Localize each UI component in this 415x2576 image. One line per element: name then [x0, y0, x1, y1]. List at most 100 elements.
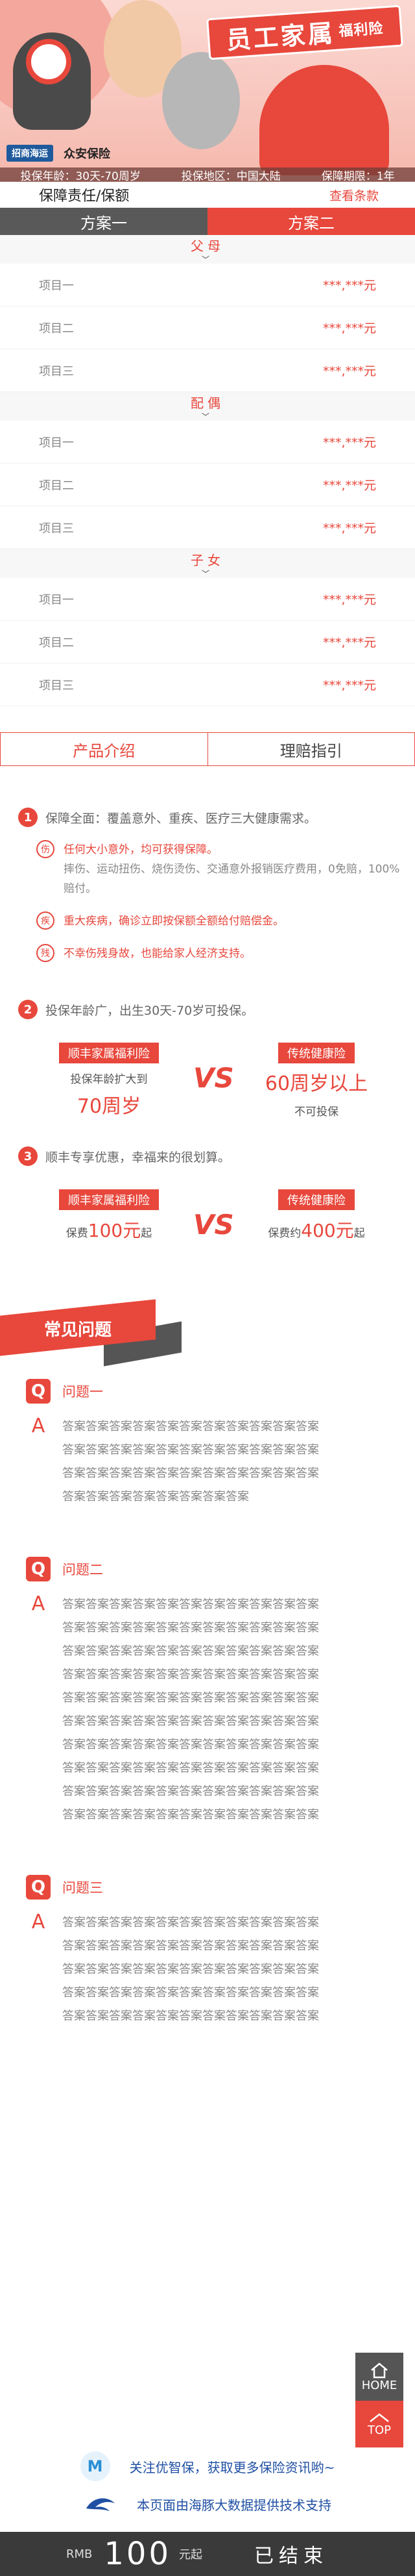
- disability-icon: 残: [36, 944, 54, 962]
- list-item: 项目三 ***,***元: [0, 349, 415, 392]
- answer-line: 答案答案答案答案答案答案答案答案答案答案答案: [62, 1986, 319, 2000]
- compare-left: 顺丰家属福利险 保费100元起: [44, 1189, 174, 1243]
- home-button[interactable]: HOME: [355, 2353, 403, 2401]
- tab-plan-two[interactable]: 方案二: [208, 208, 415, 235]
- coverage-label: 保障责任/保额: [39, 188, 130, 204]
- currency-label: RMB: [66, 2547, 93, 2561]
- footer-powered: 本页面由海豚大数据提供技术支持: [0, 2494, 415, 2514]
- chevron-down-icon: ﹀: [201, 412, 213, 421]
- hero-title-sub: 福利险: [338, 20, 385, 40]
- faq-banner: 常见问题: [0, 1299, 182, 1367]
- item-name: 项目一: [39, 593, 74, 607]
- list-item: 项目二 ***,***元: [0, 621, 415, 663]
- price-bar: RMB 100 元起 已结束: [0, 2532, 415, 2576]
- item-amount: ***,***元: [322, 279, 376, 293]
- footer-follow[interactable]: M 关注优智保，获取更多保险资讯哟~: [0, 2451, 415, 2481]
- answer-icon: A: [31, 1415, 45, 1437]
- answer-line: 答案答案答案答案答案答案答案答案答案答案答案: [62, 1598, 319, 1611]
- answer-row: A 答案答案答案答案答案答案答案答案答案答案答案 答案答案答案答案答案答案答案答…: [26, 1415, 389, 1509]
- group-parents-title: 父母: [191, 238, 224, 254]
- group-children-title: 子女: [191, 552, 224, 568]
- vs-mark: VS: [193, 1062, 234, 1094]
- partner-logos: 招商海运 众安保险: [0, 144, 415, 162]
- item-amount: ***,***元: [322, 436, 376, 450]
- item-amount: ***,***元: [322, 636, 376, 650]
- powered-text: 本页面由海豚大数据提供技术支持: [137, 2497, 331, 2513]
- feature-2-title: 2 投保年龄广，出生30天-70岁可投保。: [18, 1000, 402, 1019]
- answer-line: 答案答案答案答案答案答案答案答案答案答案答案: [62, 1785, 319, 1798]
- price-value: 400元: [301, 1220, 354, 1241]
- sale-status[interactable]: 已结束: [254, 2545, 329, 2568]
- item-name: 项目二: [39, 636, 74, 650]
- tab-product-intro[interactable]: 产品介绍: [1, 733, 208, 765]
- compare-right: 传统健康险 保费约400元起: [252, 1189, 381, 1243]
- question-row[interactable]: Q 问题一: [26, 1379, 389, 1404]
- answer-row: A 答案答案答案答案答案答案答案答案答案答案答案 答案答案答案答案答案答案答案答…: [26, 1911, 389, 2028]
- answer-line: 答案答案答案答案答案答案答案答案答案答案答案: [62, 1668, 319, 1681]
- price-prefix: 保费: [65, 1227, 88, 1240]
- feature-sub-item: 伤 任何大小意外，均可获得保障。 摔伤、运动扭伤、烧伤烫伤、交通意外报销医疗费用…: [36, 840, 402, 898]
- back-to-top-button[interactable]: TOP: [355, 2401, 403, 2447]
- item-name: 项目二: [39, 321, 74, 336]
- feature-sub-headline: 任何大小意外，均可获得保障。: [64, 843, 218, 856]
- product-tabs: 产品介绍 理赔指引: [0, 732, 415, 766]
- answer-line: 答案答案答案答案答案答案答案答案答案答案答案: [62, 1644, 319, 1658]
- youzhibao-logo-icon: M: [80, 2451, 110, 2481]
- hero-banner: 员工家属 福利险 招商海运 众安保险 投保年龄：30天-70周岁 投保地区：中国…: [0, 0, 415, 182]
- compare-left-price: 保费100元起: [44, 1217, 174, 1243]
- info-region: 投保地区：中国大陆: [181, 169, 281, 182]
- logo-partner: 招商海运: [6, 145, 53, 162]
- item-amount: ***,***元: [322, 593, 376, 607]
- answer-line: 答案答案答案答案答案答案答案答案答案答案答案: [62, 1443, 319, 1457]
- price-suffix: 起: [353, 1227, 365, 1240]
- item-name: 项目三: [39, 521, 74, 536]
- list-item: 项目一 ***,***元: [0, 264, 415, 306]
- hero-title: 员工家属 福利险: [206, 5, 403, 60]
- info-period: 保障期限：1年: [321, 169, 395, 182]
- question-title: 问题三: [62, 1880, 103, 1896]
- answer-icon: A: [31, 1911, 45, 1933]
- item-name: 项目三: [39, 678, 74, 693]
- chevron-down-icon: ﹀: [201, 254, 213, 264]
- sf-cap-logo-icon: [26, 39, 71, 84]
- answer-line: 答案答案答案答案答案答案答案答案答案答案答案: [62, 1963, 319, 1976]
- question-icon: Q: [26, 1557, 51, 1581]
- answer-line: 答案答案答案答案答案答案答案答案答案答案答案: [62, 1691, 319, 1705]
- home-label: HOME: [361, 2378, 397, 2392]
- feature-sub-headline: 不幸伤残身故，也能给家人经济支持。: [64, 947, 251, 960]
- number-badge: 3: [18, 1146, 38, 1166]
- hero-title-text: 员工家属: [225, 18, 337, 55]
- tab-claims-guide[interactable]: 理赔指引: [279, 741, 342, 760]
- group-parents-header[interactable]: 父母 ﹀: [0, 235, 415, 264]
- number-badge: 2: [18, 1000, 38, 1019]
- price-value: 100元: [88, 1220, 141, 1241]
- list-item: 项目一 ***,***元: [0, 578, 415, 621]
- faq-item: Q 问题二 A 答案答案答案答案答案答案答案答案答案答案答案 答案答案答案答案答…: [0, 1557, 415, 1827]
- group-spouse-header[interactable]: 配偶 ﹀: [0, 392, 415, 421]
- group-children-header[interactable]: 子女 ﹀: [0, 549, 415, 578]
- accident-icon: 伤: [36, 840, 54, 858]
- faq-item: Q 问题三 A 答案答案答案答案答案答案答案答案答案答案答案 答案答案答案答案答…: [0, 1875, 415, 2028]
- compare-left-value: 70周岁: [77, 1095, 141, 1118]
- compare-left-line: 投保年龄扩大到: [70, 1073, 148, 1086]
- answer-line: 答案答案答案答案答案答案答案答案答案答案答案: [62, 1420, 319, 1433]
- feature-sub-item: 残 不幸伤残身故，也能给家人经济支持。: [36, 944, 402, 963]
- figure-courier-illustration: [259, 65, 389, 175]
- item-name: 项目一: [39, 279, 74, 293]
- question-row[interactable]: Q 问题三: [26, 1875, 389, 1900]
- question-row[interactable]: Q 问题二: [26, 1557, 389, 1581]
- terms-row: 保障责任/保额 查看条款: [0, 182, 415, 208]
- view-terms-link[interactable]: 查看条款: [329, 188, 379, 203]
- feature-2-text: 投保年龄广，出生30天-70岁可投保。: [45, 1003, 254, 1018]
- feature-sub-detail: 摔伤、运动扭伤、烧伤烫伤、交通意外报销医疗费用，0免赔，100%赔付。: [64, 863, 400, 895]
- product-features: 1 保障全面：覆盖意外、重疾、医疗三大健康需求。 伤 任何大小意外，均可获得保障…: [0, 766, 415, 1248]
- question-title: 问题二: [62, 1562, 103, 1578]
- item-amount: ***,***元: [322, 321, 376, 336]
- tab-plan-one[interactable]: 方案一: [0, 208, 208, 235]
- answer-line: 答案答案答案答案答案答案答案答案答案答案答案: [62, 1621, 319, 1635]
- feature-3-text: 顺丰专享优惠，幸福来的很划算。: [45, 1150, 231, 1165]
- answer-line: 答案答案答案答案答案答案答案答案答案答案答案: [62, 1738, 319, 1752]
- list-item: 项目一 ***,***元: [0, 421, 415, 464]
- critical-illness-icon: 疾: [36, 911, 54, 930]
- question-icon: Q: [26, 1875, 51, 1900]
